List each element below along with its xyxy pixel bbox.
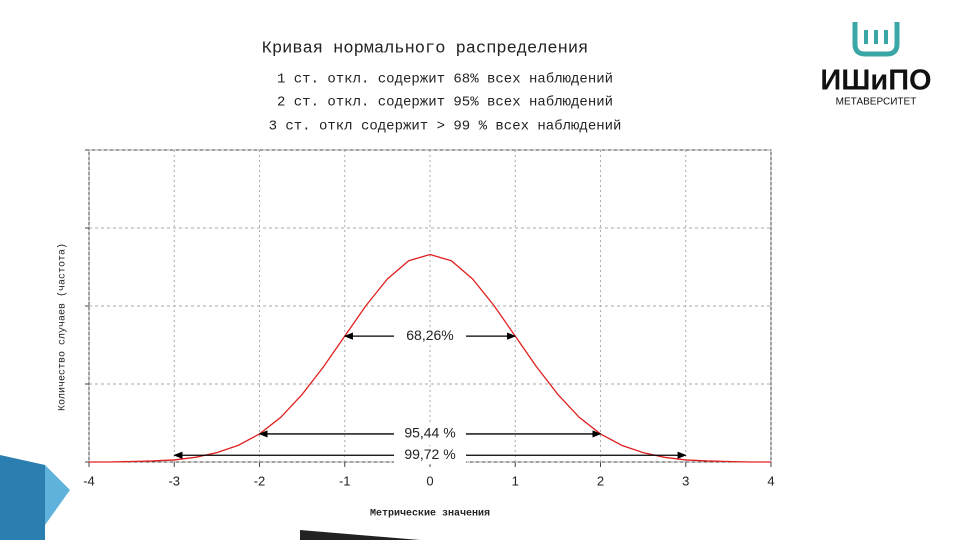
decor [0, 455, 45, 540]
decor [45, 465, 70, 525]
subtitle: 2 ст. откл. содержит 95% всех наблюдений [277, 94, 613, 111]
x-tick-label: -3 [168, 473, 180, 488]
annotation-label: 68,26% [406, 327, 453, 343]
annotation-label: 95,44 % [404, 425, 455, 441]
annotation-bg [394, 424, 466, 443]
x-tick-label: 4 [767, 473, 774, 488]
logo-name: ИШиПО [820, 65, 931, 97]
x-tick-label: 3 [682, 473, 689, 488]
annotation-bg [394, 446, 466, 465]
logo: ИШиПО МЕТАВЕРСИТЕТ [820, 22, 932, 108]
x-axis-label: Метрические значения [370, 509, 490, 520]
x-tick-label: -2 [254, 473, 266, 488]
x-tick-label: -1 [339, 473, 351, 488]
y-axis-label: Количество случаев (частота) [57, 243, 69, 411]
x-tick-label: -4 [83, 473, 95, 488]
subtitle: 1 ст. откл. содержит 68% всех наблюдений [277, 71, 613, 88]
annotation-label: 99,72 % [404, 446, 455, 462]
subtitle: 3 ст. откл содержит > 99 % всех наблюден… [269, 118, 622, 135]
decor [300, 530, 420, 540]
x-tick-label: 2 [597, 473, 604, 488]
annotation-bg [394, 327, 466, 346]
chart-title: Кривая нормального распределения [262, 39, 588, 58]
x-tick-label: 0 [426, 473, 433, 488]
x-tick-label: 1 [512, 473, 519, 488]
logo-tagline: МЕТАВЕРСИТЕТ [836, 97, 917, 108]
